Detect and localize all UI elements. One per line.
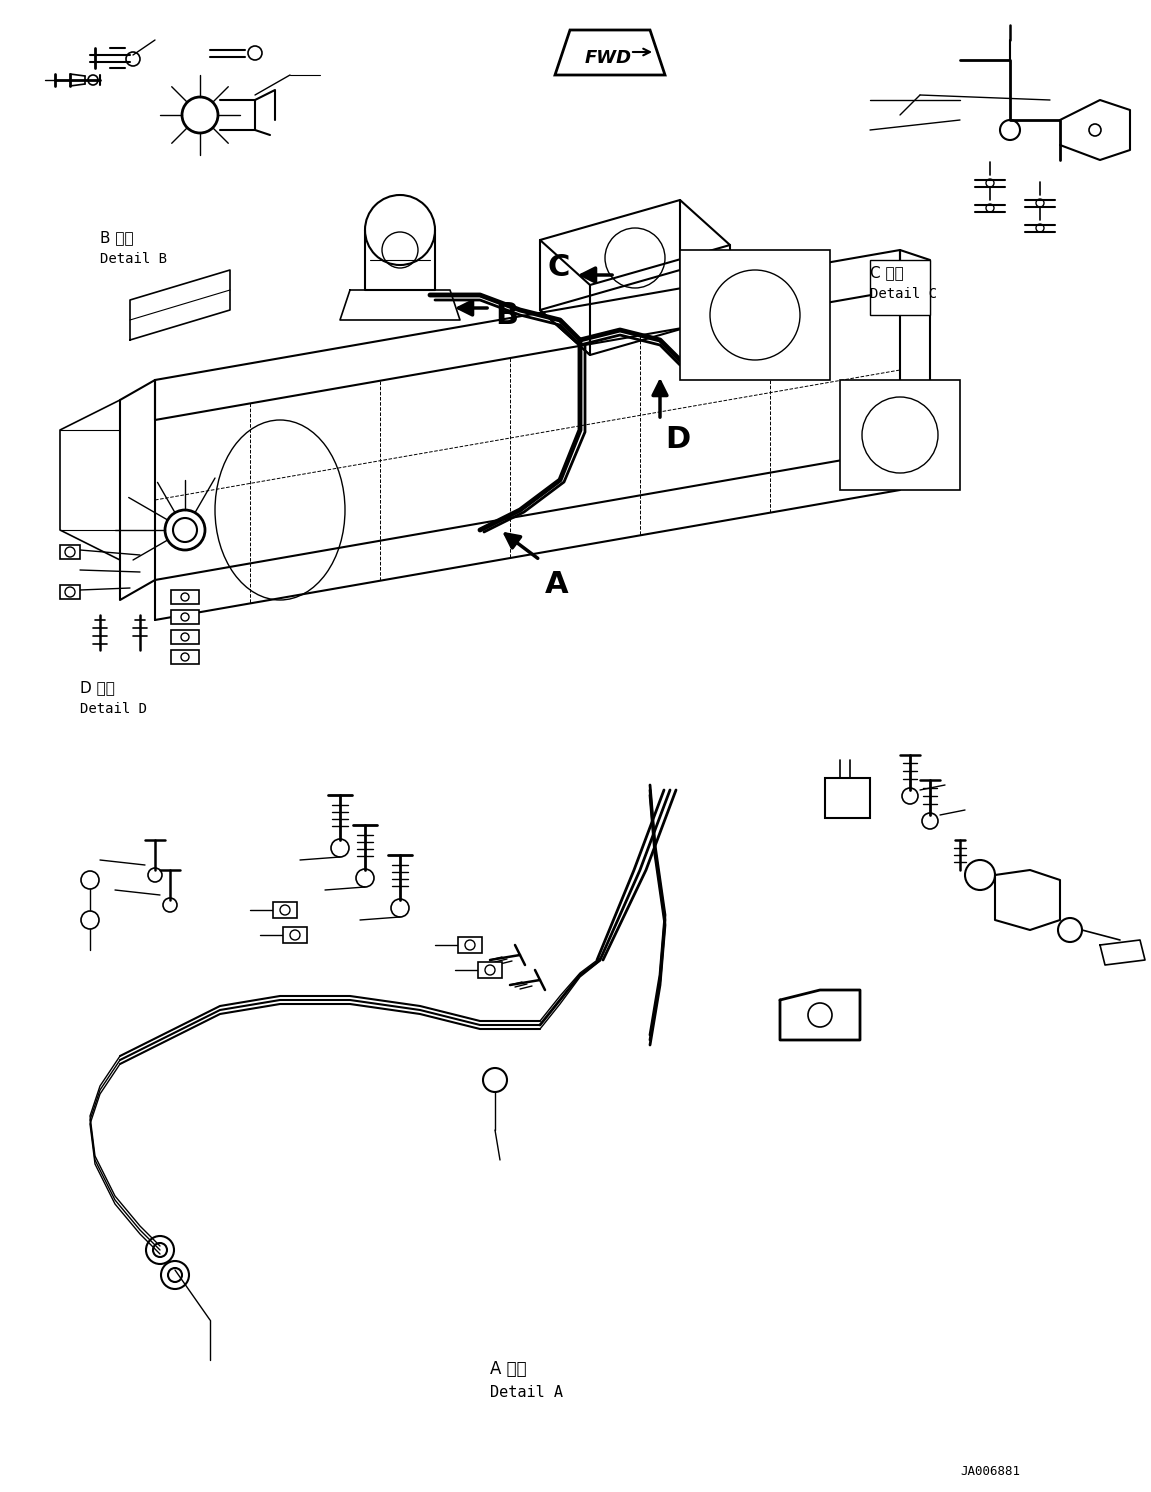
Text: D 詳細: D 詳細 [81,680,115,695]
Text: A: A [546,570,569,598]
Bar [478,962,502,977]
Text: D: D [665,425,691,454]
Text: C 詳細: C 詳細 [870,266,904,280]
Polygon shape [555,30,665,75]
Text: JA006881: JA006881 [960,1465,1020,1479]
Text: FWD: FWD [585,49,632,67]
Bar [171,589,199,604]
Bar [840,380,960,489]
Text: Detail D: Detail D [81,703,147,716]
Bar [870,260,930,315]
Text: Detail C: Detail C [870,286,937,301]
Text: A 詳細: A 詳細 [490,1361,527,1379]
Text: Detail A: Detail A [490,1385,563,1399]
Bar [283,927,307,943]
Text: B 詳細: B 詳細 [100,230,134,245]
Text: B: B [495,301,518,331]
Bar [171,610,199,624]
Bar [60,585,81,598]
Bar [171,630,199,645]
Bar [458,937,482,953]
Bar [60,545,81,560]
Bar [273,903,297,918]
Bar [825,777,870,818]
Text: Detail B: Detail B [100,252,167,266]
Bar [680,251,830,380]
Bar [171,651,199,664]
Text: C: C [548,254,571,282]
